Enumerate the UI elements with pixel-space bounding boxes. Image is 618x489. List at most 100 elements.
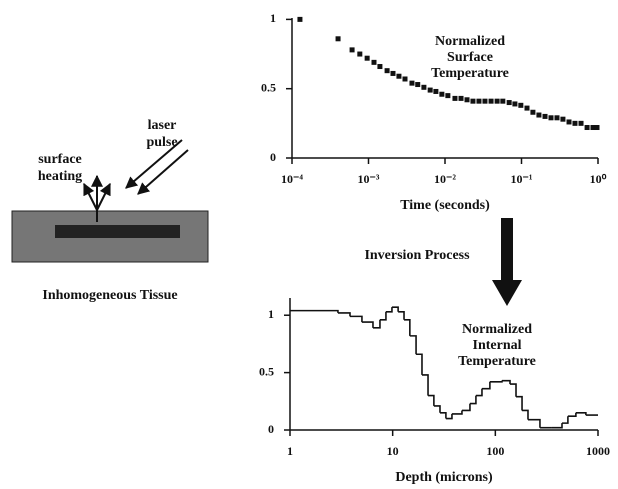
step	[421, 374, 429, 396]
step	[575, 411, 587, 416]
x-tick-label: 10⁻²	[434, 172, 456, 186]
point	[500, 98, 506, 104]
step	[433, 405, 441, 413]
laser-arrow	[125, 139, 183, 189]
annotation: Surface	[447, 50, 493, 65]
annotation: Temperature	[431, 66, 509, 81]
step	[469, 395, 477, 405]
x-tick-label: 100	[486, 444, 504, 458]
x-tick-label: 10⁻¹	[511, 172, 533, 186]
x-axis-label: Time (seconds)	[400, 198, 490, 213]
step	[510, 383, 517, 397]
step	[428, 394, 435, 406]
point	[494, 98, 500, 104]
step	[461, 403, 471, 412]
point	[409, 80, 415, 86]
y-tick-label: 0.5	[259, 364, 274, 378]
annotation: Normalized	[462, 322, 532, 337]
point	[560, 116, 566, 122]
heating-label: heating	[38, 169, 82, 184]
step	[475, 388, 483, 397]
point	[464, 97, 470, 103]
y-tick-label: 0.5	[261, 80, 276, 94]
point	[476, 98, 482, 104]
step	[398, 310, 405, 320]
step	[439, 411, 447, 419]
step	[551, 423, 563, 429]
point	[357, 51, 363, 57]
point	[452, 95, 458, 101]
laser-label: laser	[148, 118, 177, 133]
x-tick-label: 10	[387, 444, 399, 458]
heat-arrow	[96, 182, 111, 211]
point	[402, 76, 408, 82]
laser-arrow	[137, 149, 189, 195]
step	[379, 311, 387, 321]
point	[384, 68, 390, 74]
x-tick-label: 1	[287, 444, 293, 458]
point	[512, 101, 518, 107]
point	[566, 119, 572, 125]
point	[433, 88, 439, 94]
point	[439, 91, 445, 97]
point	[524, 105, 530, 111]
step	[416, 353, 423, 375]
point	[415, 82, 421, 88]
point	[396, 73, 402, 79]
step	[337, 312, 351, 317]
point	[530, 109, 536, 115]
point	[371, 59, 377, 65]
x-tick-label: 1000	[586, 444, 610, 458]
y-tick-label: 1	[268, 307, 274, 321]
point	[458, 95, 464, 101]
point	[377, 64, 383, 70]
step	[501, 379, 511, 385]
x-tick-label: 10⁰	[590, 172, 607, 186]
annotation: Normalized	[435, 34, 505, 49]
point	[518, 102, 524, 108]
x-tick-label: 10⁻⁴	[281, 172, 303, 186]
point	[421, 84, 427, 90]
point	[470, 98, 476, 104]
step	[385, 307, 393, 313]
point	[297, 16, 303, 22]
process-label: Inversion Process	[364, 248, 470, 263]
point	[572, 120, 578, 126]
arrows	[83, 139, 189, 222]
step	[522, 409, 529, 420]
annotation: Internal	[473, 338, 522, 353]
heat-arrow	[83, 182, 98, 211]
step	[481, 381, 491, 390]
point	[427, 87, 433, 93]
laser-label: pulse	[146, 135, 177, 150]
step	[567, 412, 577, 418]
point	[506, 100, 512, 106]
point	[542, 113, 548, 119]
step	[349, 315, 363, 323]
point	[488, 98, 494, 104]
y-tick-label: 0	[270, 150, 276, 164]
point	[548, 115, 554, 121]
y-tick-label: 1	[270, 11, 276, 25]
step	[489, 380, 503, 383]
x-axis-label: Depth (microns)	[395, 470, 493, 485]
step	[445, 413, 453, 420]
step	[409, 335, 417, 355]
heating-label: surface	[38, 152, 82, 167]
tissue-label: Inhomogeneous Tissue	[42, 288, 177, 303]
step	[372, 319, 381, 329]
point	[335, 36, 341, 42]
annotation: Temperature	[458, 354, 536, 369]
point	[594, 125, 600, 131]
tissue-inclusion	[55, 225, 180, 238]
point	[364, 55, 370, 61]
point	[554, 115, 560, 121]
point	[536, 112, 542, 118]
point	[584, 125, 590, 131]
x-tick-label: 10⁻³	[358, 172, 380, 186]
point	[590, 125, 596, 131]
step	[391, 306, 399, 312]
point	[390, 70, 396, 76]
step	[404, 319, 411, 336]
